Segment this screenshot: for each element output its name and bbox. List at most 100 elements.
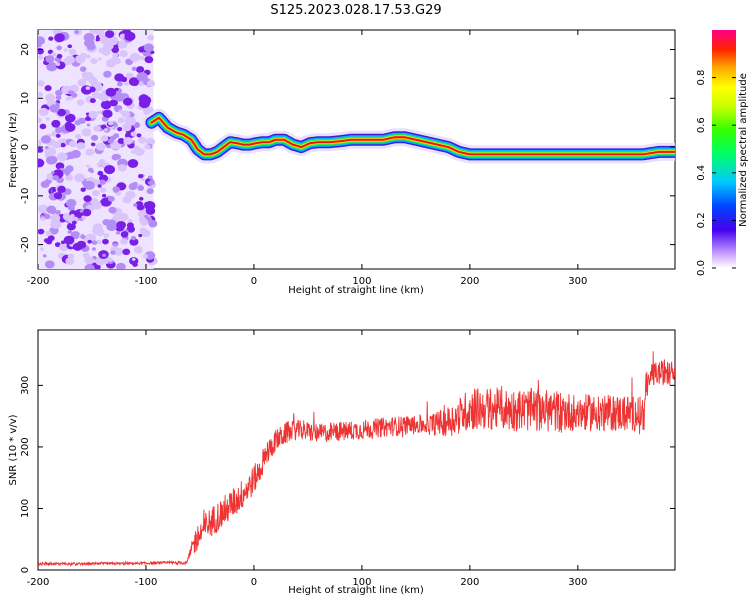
noise-blob (103, 233, 110, 238)
noise-blob (97, 57, 102, 61)
noise-blob (84, 130, 89, 134)
noise-blob (57, 185, 66, 193)
noise-blob (65, 174, 74, 181)
noise-blob (76, 99, 85, 106)
noise-blob (64, 113, 76, 123)
noise-blob (117, 40, 128, 49)
noise-blob (102, 253, 106, 257)
x-tick-label: 200 (460, 276, 479, 287)
x-tick-label: 200 (460, 577, 479, 588)
noise-blob (39, 123, 47, 130)
noise-blob (80, 187, 86, 192)
y-tick-label: -20 (20, 236, 31, 252)
y-tick-label: 10 (20, 92, 31, 105)
noise-blob (97, 184, 102, 188)
colorbar-tick-label: 0.6 (696, 117, 707, 133)
noise-blob (108, 120, 114, 126)
noise-blob (97, 170, 104, 176)
noise-blob (125, 72, 130, 77)
noise-blob (107, 195, 115, 202)
noise-blob (146, 188, 154, 195)
snr-plot-area (37, 329, 676, 571)
y-tick-label: 300 (20, 376, 31, 395)
noise-blob (67, 230, 73, 234)
noise-blob (138, 196, 144, 201)
snr-ticks: -200 -100 0 100 200 300 0 100 200 300 (20, 330, 675, 588)
noise-blob (45, 150, 51, 155)
noise-blob (63, 48, 68, 52)
noise-blob (85, 116, 92, 122)
noise-blob (90, 58, 98, 64)
noise-blob (144, 201, 151, 208)
noise-blob (54, 33, 65, 43)
noise-blob (144, 144, 151, 150)
x-tick-label: 0 (251, 276, 257, 287)
noise-blob (110, 140, 122, 151)
noise-blob (115, 230, 121, 235)
noise-blob (129, 238, 139, 246)
noise-blob (119, 33, 127, 39)
colorbar-ticks: 0.0 0.2 0.4 0.6 0.8 (696, 70, 736, 276)
noise-blob (44, 85, 52, 92)
noise-blob (103, 70, 112, 78)
noise-blob (74, 173, 85, 183)
noise-blob (82, 71, 94, 81)
noise-blob (122, 123, 132, 132)
noise-blob (95, 38, 100, 42)
noise-blob (77, 78, 87, 87)
noise-blob (87, 167, 94, 173)
noise-blob (117, 117, 125, 124)
noise-blob (147, 34, 155, 41)
noise-blob (139, 56, 145, 61)
noise-blob (127, 159, 139, 168)
noise-blob (55, 126, 63, 134)
noise-blob (45, 117, 50, 121)
noise-blob (65, 55, 75, 64)
noise-blob (68, 90, 73, 95)
noise-blob (123, 136, 133, 145)
noise-blob (147, 175, 153, 180)
snr-x-axis-label: Height of straight line (km) (288, 585, 424, 596)
noise-blob (84, 256, 95, 265)
noise-blob (71, 220, 77, 225)
noise-blob (89, 98, 96, 104)
noise-blob (65, 257, 75, 265)
noise-blob (38, 80, 45, 87)
noise-blob (38, 140, 42, 147)
noise-blob (40, 135, 51, 144)
noise-blob (51, 188, 57, 193)
noise-blob (70, 213, 75, 218)
noise-blob (44, 260, 55, 269)
noise-blob (144, 214, 149, 219)
noise-blob (67, 44, 73, 49)
noise-blob (134, 147, 145, 156)
noise-blob (130, 131, 137, 137)
y-tick-label: -10 (20, 188, 31, 204)
noise-blob (50, 52, 57, 57)
noise-blob (54, 242, 61, 248)
noise-blob (99, 187, 107, 193)
noise-blob (142, 254, 149, 259)
noise-blob (83, 32, 95, 43)
noise-blob (91, 201, 102, 210)
noise-blob (129, 53, 141, 62)
noise-blob (117, 127, 123, 132)
y-tick-label: 200 (20, 437, 31, 456)
noise-blob (45, 55, 55, 63)
noise-blob (101, 193, 107, 198)
noise-blob (140, 177, 145, 182)
noise-blob (114, 154, 122, 160)
noise-blob (65, 199, 77, 208)
snr-y-axis-label: SNR (10 * v/v) (8, 414, 19, 485)
noise-blob (92, 227, 102, 235)
noise-blob (86, 123, 91, 127)
noise-blob (106, 219, 117, 228)
noise-blob (63, 235, 75, 245)
noise-blob (138, 233, 143, 238)
noise-blob (112, 242, 119, 247)
noise-blob (39, 247, 45, 251)
noise-blob (150, 50, 155, 55)
noise-blob (108, 206, 117, 214)
noise-blob (85, 86, 91, 90)
noise-blob (102, 238, 109, 245)
